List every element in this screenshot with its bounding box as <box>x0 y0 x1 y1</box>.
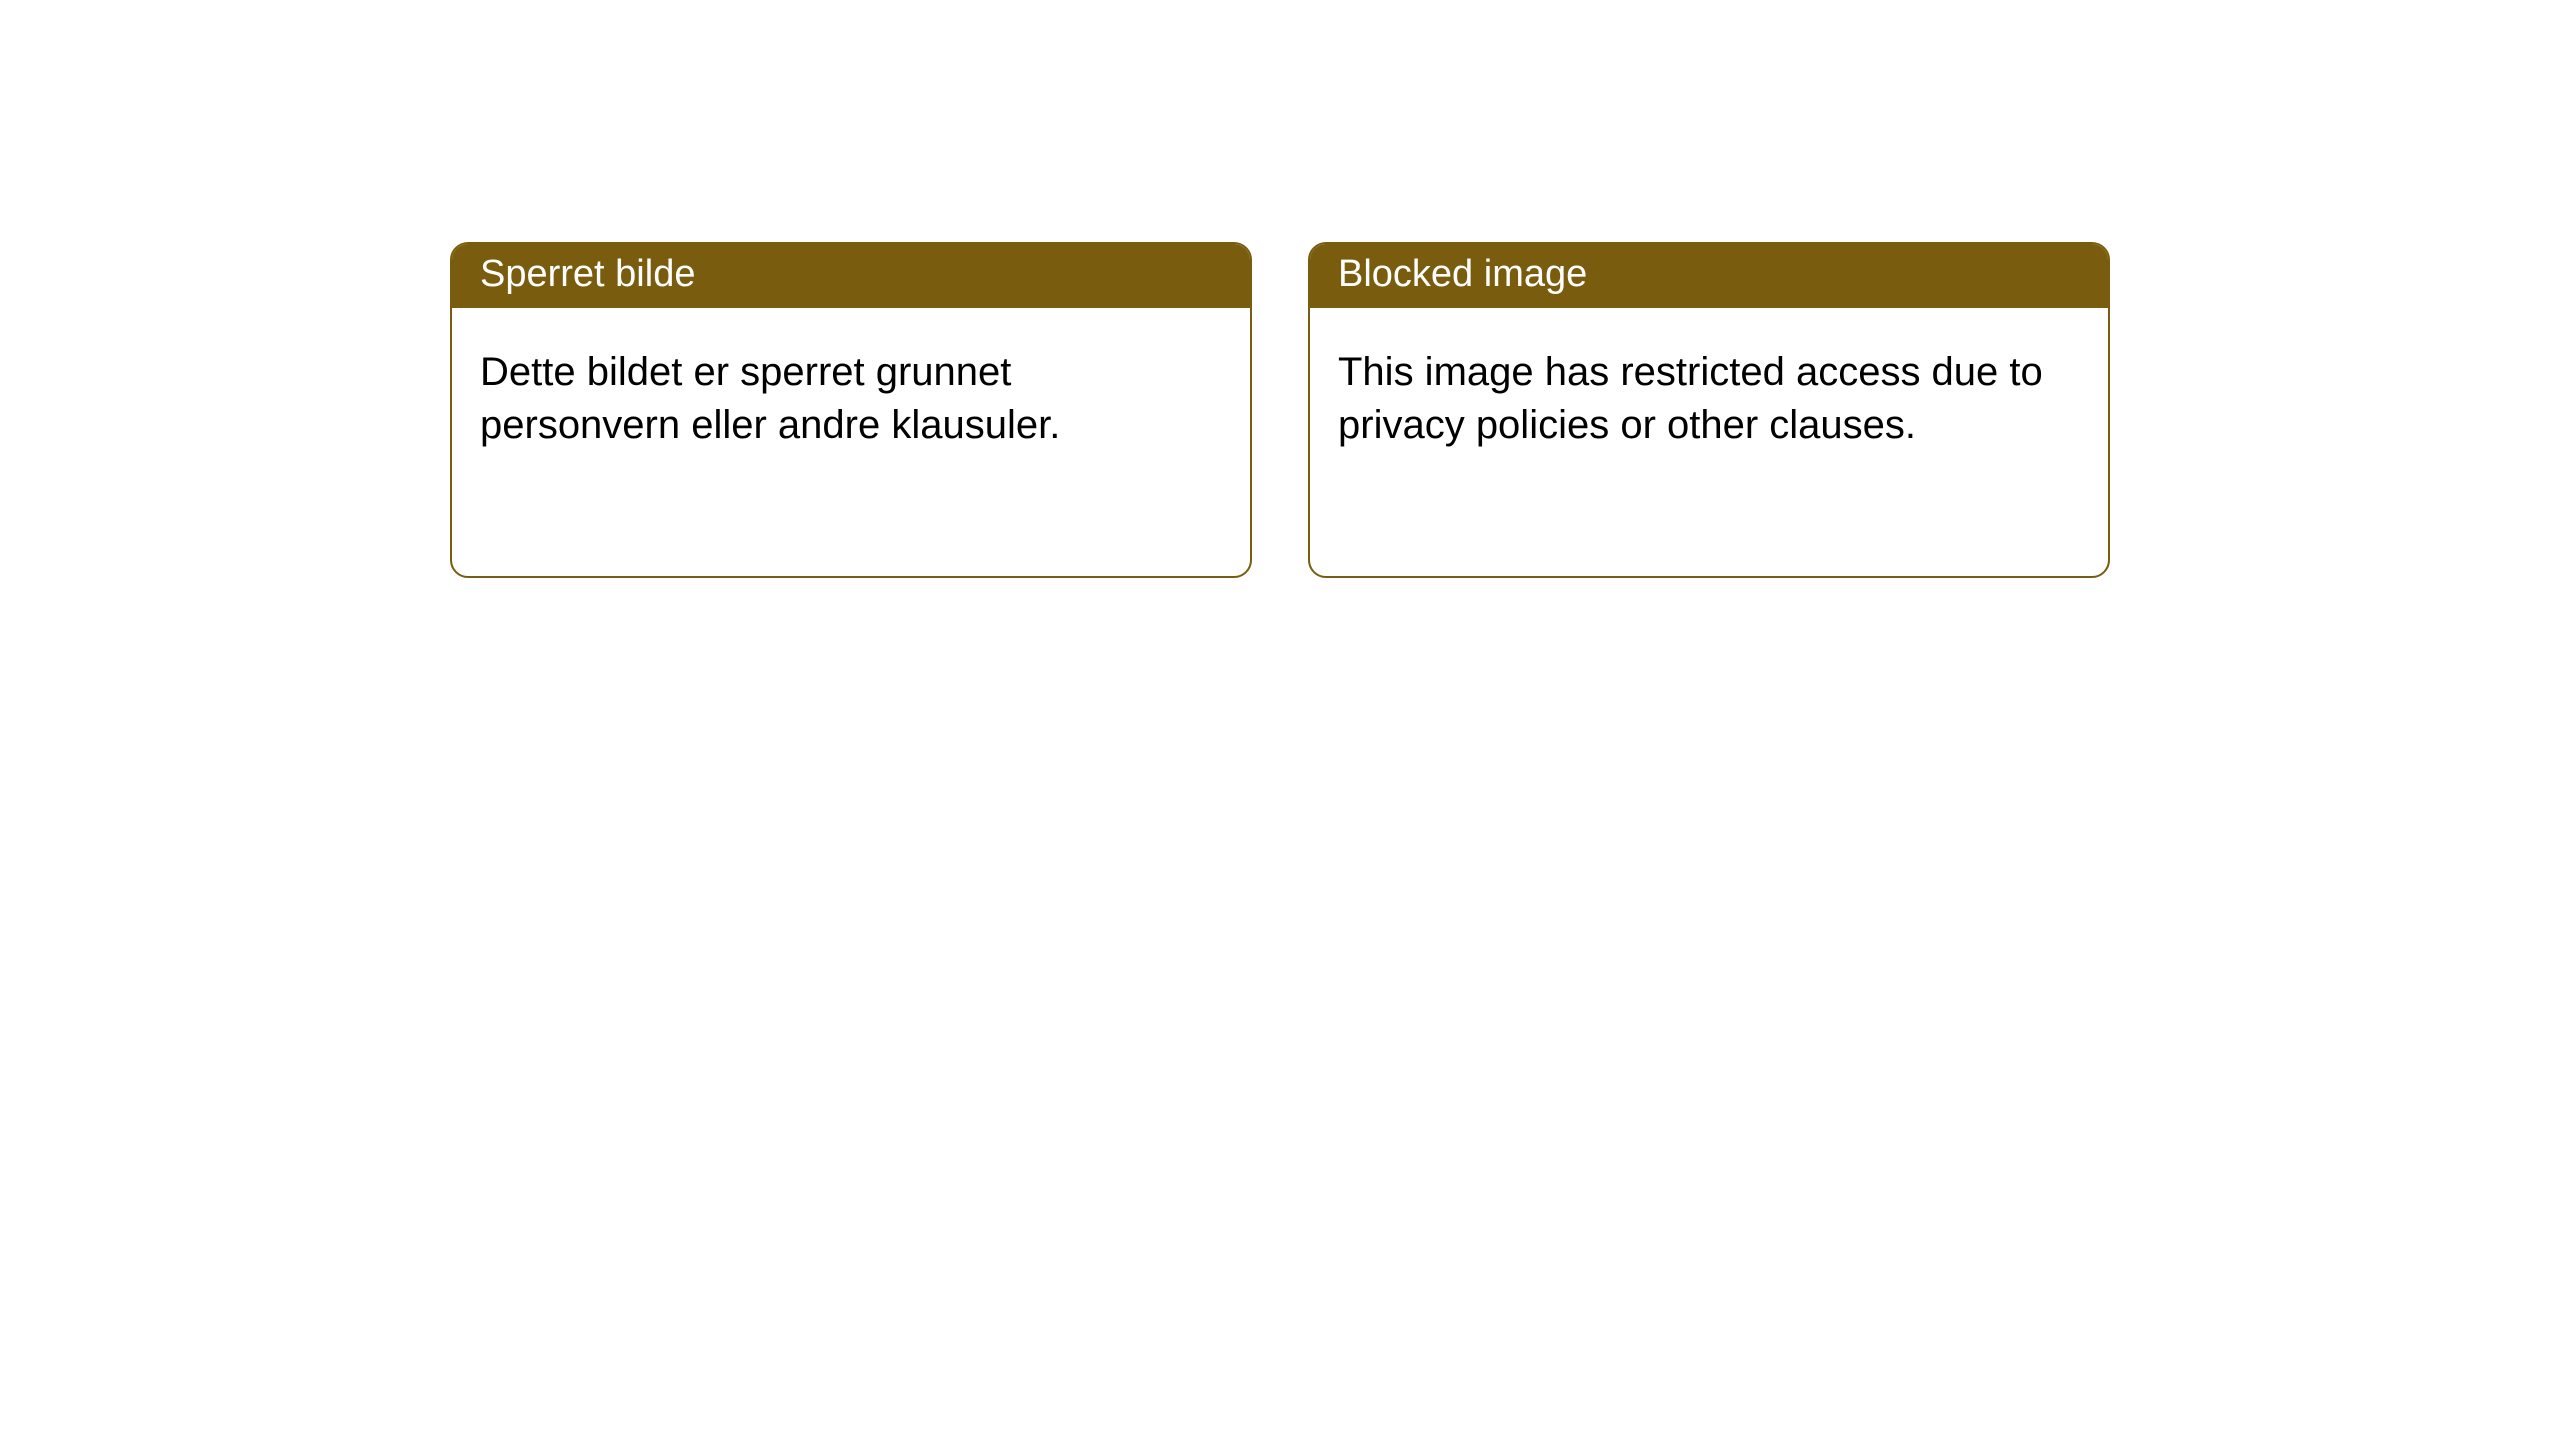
notice-title-no: Sperret bilde <box>452 244 1250 308</box>
notice-body-no: Dette bildet er sperret grunnet personve… <box>452 308 1250 490</box>
notice-title-en: Blocked image <box>1310 244 2108 308</box>
notice-body-en: This image has restricted access due to … <box>1310 308 2108 490</box>
notice-card-no: Sperret bilde Dette bildet er sperret gr… <box>450 242 1252 578</box>
notice-container: Sperret bilde Dette bildet er sperret gr… <box>0 0 2560 578</box>
notice-card-en: Blocked image This image has restricted … <box>1308 242 2110 578</box>
